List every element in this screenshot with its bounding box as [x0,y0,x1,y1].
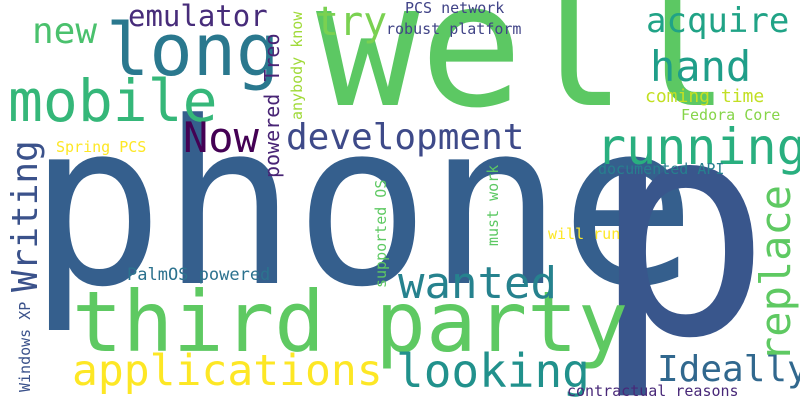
word-now: Now [183,113,259,162]
word-coming-time: coming time [645,86,765,107]
word-documented-api: documented API [598,160,725,178]
word-well: well [316,0,731,146]
word-p: p [591,55,772,400]
word-hand: hand [650,42,752,91]
word-emulator: emulator [128,0,268,33]
word-mobile: mobile [8,67,218,135]
word-anybody-know: anybody know [288,11,306,120]
word-must-work: must work [484,164,502,246]
word-will-run: will run [548,225,621,243]
word-pcs-network: PCS network [405,0,505,17]
word-try: try [315,0,388,45]
word-ideally: Ideally [657,349,800,390]
word-writing: Writing [5,140,46,292]
word-palmos-powered: PalmOS powered [127,265,271,285]
word-new: new [32,11,98,52]
word-windows-xp: Windows XP [16,301,34,392]
word-robust-platform: robust platform [386,20,522,38]
word-long: long [106,8,280,92]
word-running: running [596,118,800,176]
word-spring-pcs: Spring PCS [56,138,147,156]
word-looking: looking [396,344,590,398]
word-development: development [286,117,525,158]
word-acquire: acquire [646,1,790,41]
word-phone: phone [28,74,696,337]
word-applications: applications [72,346,383,396]
word-wanted: wanted [398,258,557,309]
word-replace: replace [751,184,800,362]
word-third-party: third party [72,273,629,371]
word-powered-treo: powered Treo [260,33,284,179]
word-supported-os: supported OS [372,179,390,288]
word-contractual-reasons: contractual reasons [567,382,739,400]
word-fedora-core: Fedora Core [681,106,781,124]
